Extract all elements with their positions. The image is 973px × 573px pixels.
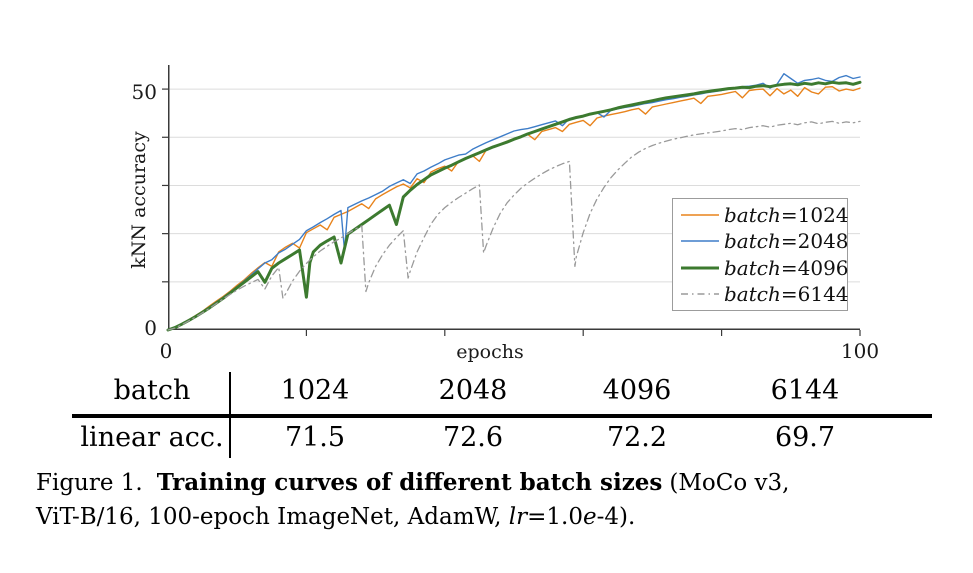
legend-line-sample xyxy=(681,293,719,296)
legend-entry-batch-6144: batch=6144 xyxy=(681,281,849,307)
figure-caption: Figure 1. Training curves of different ba… xyxy=(36,466,956,534)
table-horizontal-rule xyxy=(72,414,932,418)
caption-line-2: ViT-B/16, 100-epoch ImageNet, AdamW, lr=… xyxy=(36,504,636,530)
legend-label: batch=2048 xyxy=(724,229,849,254)
table-value-cell: 72.2 xyxy=(606,422,668,453)
x-tick-label-100: 100 xyxy=(840,339,880,363)
table-value-cell: 72.6 xyxy=(442,422,504,453)
legend: batch=1024 batch=2048 batch=4096 batch=6… xyxy=(672,198,849,311)
plot-svg xyxy=(162,65,862,336)
y-axis-label: kNN accuracy xyxy=(128,131,150,269)
legend-entry-batch-1024: batch=1024 xyxy=(681,202,849,228)
table-value-cell: 69.7 xyxy=(774,422,836,453)
legend-entry-batch-2048: batch=2048 xyxy=(681,228,849,254)
table-header-cell: 4096 xyxy=(602,375,672,406)
caption-line-1: Figure 1. Training curves of different ba… xyxy=(36,469,790,496)
legend-line-sample xyxy=(681,213,719,216)
legend-label: batch=6144 xyxy=(724,282,849,307)
legend-label: batch=4096 xyxy=(724,255,849,280)
caption-bold-title: Training curves of different batch sizes xyxy=(156,469,663,496)
training-curves-chart xyxy=(162,65,862,336)
legend-line-sample xyxy=(681,266,719,270)
table-value-cell: linear acc. xyxy=(80,422,224,453)
caption-figure-number: Figure 1. xyxy=(36,470,143,496)
legend-label: batch=1024 xyxy=(724,202,849,227)
y-tick-label-50: 50 xyxy=(131,80,157,104)
legend-entry-batch-4096: batch=4096 xyxy=(681,255,849,281)
table-value-cell: 71.5 xyxy=(284,422,346,453)
y-tick-label-0: 0 xyxy=(144,316,157,340)
x-axis-label: epochs xyxy=(456,341,524,363)
table-header-cell: batch xyxy=(113,375,191,406)
table-header-cell: 2048 xyxy=(438,375,508,406)
legend-line-sample xyxy=(681,240,719,242)
x-tick-label-0: 0 xyxy=(159,339,173,363)
table-header-cell: 6144 xyxy=(770,375,840,406)
table-header-cell: 1024 xyxy=(280,375,350,406)
